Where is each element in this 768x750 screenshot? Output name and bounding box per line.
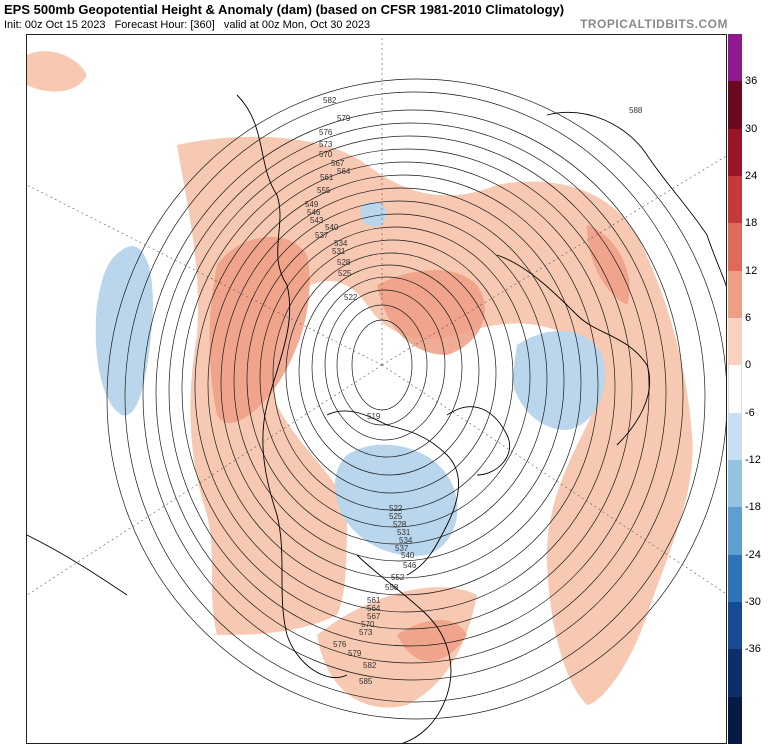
height-label: 546 [403,561,417,570]
map-canvas: 582 579 576 573 570 567 564 561 555 549 … [27,35,726,743]
colorbar-tick-label: 0 [745,359,752,372]
height-label: 528 [393,520,407,529]
height-label: 525 [389,512,403,521]
height-label: 588 [629,106,643,115]
colorbar-tick-label: 12 [745,264,758,277]
colorbar-swatch [728,176,742,224]
height-label: 522 [389,504,403,513]
colorbar-swatch [728,460,742,508]
colorbar-swatch [728,128,742,177]
height-label: 573 [359,628,373,637]
colorbar-tick-label: 6 [745,312,752,324]
height-label: 564 [337,167,351,176]
brand-watermark: TROPICALTIDBITS.COM [580,17,728,31]
run-info: Init: 00z Oct 15 2023 Forecast Hour: [36… [4,19,376,31]
height-label: 579 [337,114,351,123]
colorbar-tick-label: -18 [745,501,761,514]
height-labels: 582 579 576 573 570 567 564 561 555 549 … [305,96,643,686]
colorbar-tick-label: -6 [745,406,755,419]
colorbar-swatch [728,602,742,650]
forecast-hour: Forecast Hour: [360] [114,19,215,31]
colorbar-tick-label: 36 [745,75,758,88]
colorbar-swatch [728,318,742,366]
height-label: 522 [344,293,358,302]
height-label: 558 [385,583,399,592]
colorbar-swatch [728,365,742,414]
height-label: 540 [325,223,339,232]
anomaly-colorbar: 36 30 24 18 12 6 0 -6 -12 -18 -24 -30 -36 [728,34,768,745]
colorbar-tick-label: 24 [745,170,758,182]
height-label: 537 [315,231,329,240]
colorbar-swatch [728,696,742,745]
height-label: 570 [319,150,333,159]
colorbar-swatch [728,412,742,461]
graticule [27,35,726,596]
height-label: 582 [323,96,337,105]
height-label: 552 [391,573,405,582]
strong-positive-anomaly [209,225,630,662]
colorbar-swatch [728,223,742,272]
height-label: 567 [331,159,345,168]
height-label: 561 [367,596,381,605]
height-label: 531 [332,247,346,256]
height-label: 528 [337,258,351,267]
height-label: 579 [348,649,362,658]
height-label: 519 [367,412,381,421]
colorbar-swatch [728,34,742,82]
height-label: 549 [305,200,319,209]
height-label: 576 [333,640,347,649]
height-label: 555 [317,186,331,195]
colorbar-tick-label: 18 [745,217,758,230]
height-label: 546 [307,208,321,217]
height-label: 582 [363,661,377,670]
height-label: 564 [367,604,381,613]
colorbar-tick-label: 30 [745,122,758,135]
map-title: EPS 500mb Geopotential Height & Anomaly … [4,2,565,17]
negative-anomaly-areas [95,201,606,556]
colorbar-swatch [728,507,742,556]
colorbar-swatch [728,270,742,319]
polar-stereographic-map: 582 579 576 573 570 567 564 561 555 549 … [26,34,727,744]
colorbar-tick-label: -30 [745,596,761,608]
height-label: 576 [319,128,333,137]
valid-time: valid at 00z Mon, Oct 30 2023 [223,19,371,31]
colorbar-tick-label: -24 [745,548,761,561]
coastlines [27,94,726,743]
height-label: 537 [395,544,409,553]
colorbar-swatch [728,81,742,130]
height-label: 534 [334,239,348,248]
height-label: 561 [320,173,334,182]
height-label: 534 [399,536,413,545]
colorbar-tick-label: -12 [745,454,761,466]
height-label: 531 [397,528,411,537]
height-label: 543 [310,216,324,225]
height-label: 585 [359,677,373,686]
height-label: 540 [401,551,415,560]
init-time: Init: 00z Oct 15 2023 [4,19,106,31]
height-label: 570 [361,620,375,629]
colorbar-swatch [728,649,742,698]
colorbar-swatch [728,554,742,603]
colorbar-tick-label: -36 [745,643,761,656]
height-label: 525 [338,269,352,278]
height-contours [106,78,726,720]
height-label: 573 [319,140,333,149]
height-label: 567 [367,612,381,621]
